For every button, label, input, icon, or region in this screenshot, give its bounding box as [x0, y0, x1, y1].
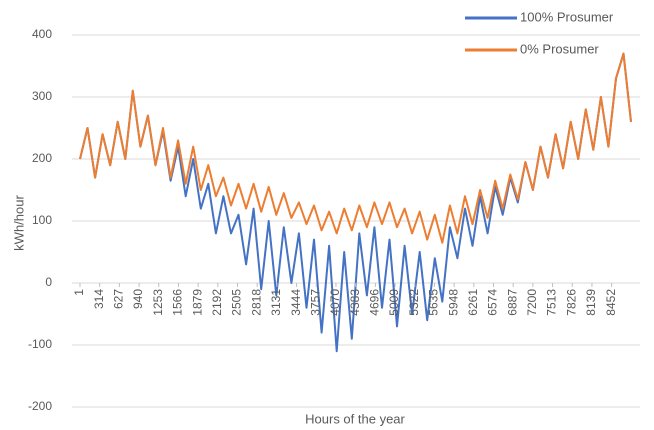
y-tick-label: 300 — [32, 89, 52, 103]
x-tick-label: 2818 — [249, 289, 263, 316]
x-tick-label: 8452 — [604, 289, 618, 316]
x-tick-label: 7826 — [564, 289, 578, 316]
x-tick-label: 7513 — [545, 289, 559, 316]
x-tick-label: 3131 — [269, 289, 283, 316]
legend-label: 0% Prosumer — [520, 41, 599, 56]
x-tick-label: 5322 — [407, 289, 421, 316]
x-tick-label: 4383 — [348, 289, 362, 316]
x-tick-label: 5635 — [427, 289, 441, 316]
x-tick-label: 6574 — [486, 289, 500, 316]
x-tick-label: 8139 — [584, 289, 598, 316]
x-tick-label: 627 — [112, 289, 126, 309]
x-tick-label: 3444 — [289, 289, 303, 316]
x-tick-label: 7200 — [525, 289, 539, 316]
legend-label: 100% Prosumer — [520, 9, 614, 24]
x-tick-label: 4696 — [368, 289, 382, 316]
y-tick-label: 400 — [32, 27, 52, 41]
y-tick-label: 100 — [32, 213, 52, 227]
x-tick-label: 3757 — [308, 289, 322, 316]
x-tick-label: 5009 — [387, 289, 401, 316]
x-tick-label: 1566 — [171, 289, 185, 316]
x-tick-label: 1 — [72, 289, 86, 296]
x-tick-label: 5948 — [446, 289, 460, 316]
x-tick-label: 2505 — [230, 289, 244, 316]
x-tick-label: 314 — [92, 289, 106, 309]
x-tick-label: 6887 — [505, 289, 519, 316]
y-tick-label: -200 — [28, 399, 52, 413]
x-tick-label: 1879 — [190, 289, 204, 316]
x-axis-label: Hours of the year — [305, 411, 405, 426]
x-tick-label: 4070 — [328, 289, 342, 316]
y-tick-label: -100 — [28, 337, 52, 351]
x-tick-label: 2192 — [210, 289, 224, 316]
x-tick-label: 1253 — [151, 289, 165, 316]
y-axis-label: kWh/hour — [11, 195, 26, 251]
y-tick-label: 200 — [32, 151, 52, 165]
x-tick-label: 6261 — [466, 289, 480, 316]
series-line — [79, 52, 632, 244]
y-tick-label: 0 — [45, 275, 52, 289]
x-tick-label: 940 — [131, 289, 145, 309]
